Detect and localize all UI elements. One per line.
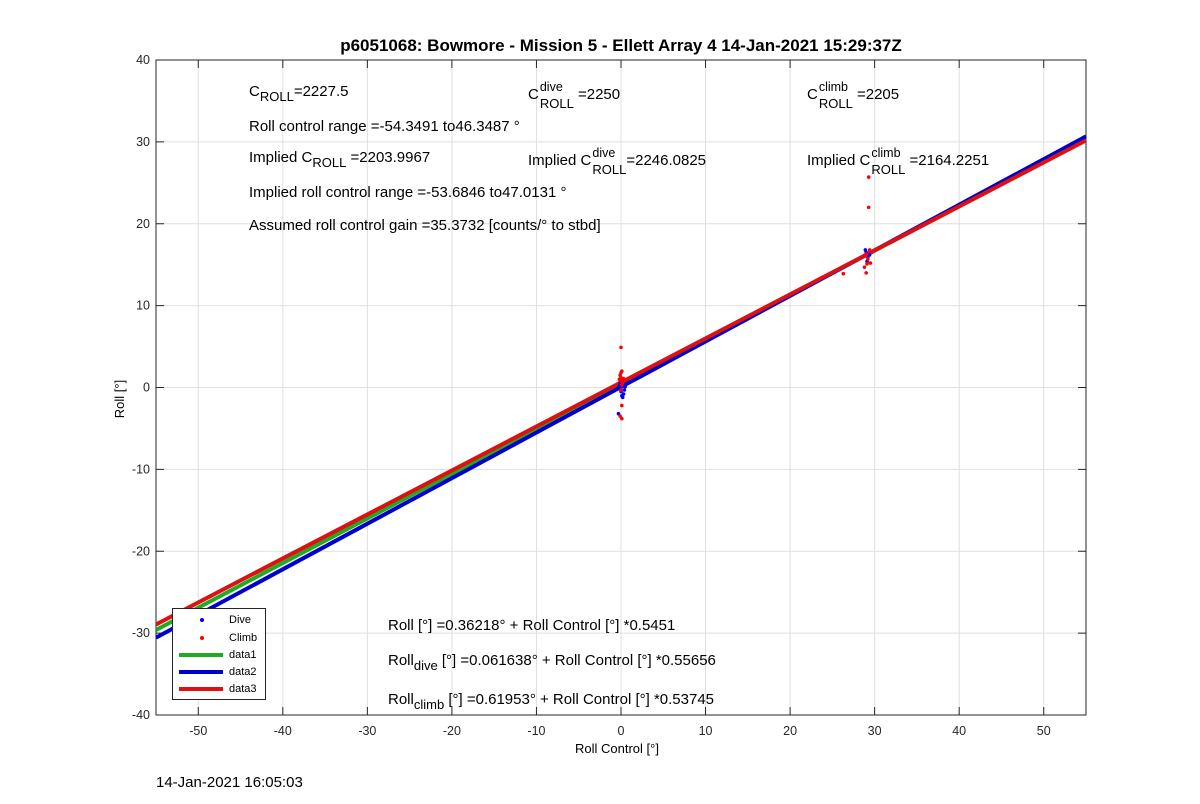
plot-series bbox=[156, 134, 1086, 640]
legend-label-climb: Climb bbox=[229, 632, 258, 644]
legend-marker-climb bbox=[200, 636, 204, 640]
x-tick-label: -40 bbox=[274, 724, 292, 738]
legend-line-data1 bbox=[179, 653, 223, 657]
point-climb bbox=[865, 262, 869, 266]
point-dive bbox=[622, 388, 627, 392]
legend-item-dive: Dive bbox=[173, 613, 265, 627]
implied-c-roll: Implied CROLL =2203.9967 bbox=[249, 149, 431, 170]
implied-roll-range: Implied roll control range =-53.6846 to4… bbox=[249, 184, 567, 201]
roll-control-gain: Assumed roll control gain =35.3732 [coun… bbox=[249, 217, 601, 234]
point-dive bbox=[621, 392, 626, 396]
fit-equation-climb: Rollclimb [°] =0.61953° + Roll Control [… bbox=[388, 691, 715, 712]
legend-item-data1: data1 bbox=[173, 648, 265, 662]
legend-item-data3: data3 bbox=[173, 682, 265, 696]
point-climb bbox=[866, 205, 871, 210]
x-tick-label: -20 bbox=[443, 724, 461, 738]
y-tick-label: 0 bbox=[143, 381, 150, 395]
legend-item-climb: Climb bbox=[173, 631, 265, 645]
point-climb bbox=[867, 248, 872, 252]
legend-label-dive: Dive bbox=[229, 614, 252, 626]
y-tick-label: -10 bbox=[132, 462, 150, 476]
x-tick-label: 30 bbox=[868, 724, 882, 738]
legend: Dive Climb data1 data2 data3 bbox=[172, 608, 266, 700]
point-climb bbox=[862, 265, 867, 269]
legend-label-data3: data3 bbox=[229, 683, 257, 695]
y-axis-label: Roll [°] bbox=[112, 379, 127, 419]
point-climb bbox=[620, 403, 624, 408]
x-tick-label: 40 bbox=[952, 724, 966, 738]
point-climb bbox=[864, 271, 868, 275]
legend-item-data2: data2 bbox=[173, 665, 265, 679]
point-climb bbox=[866, 175, 871, 179]
legend-label-data1: data1 bbox=[229, 649, 257, 661]
point-climb bbox=[617, 377, 622, 382]
fit-equation-dive: Rolldive [°] =0.061638° + Roll Control [… bbox=[388, 652, 716, 673]
c-roll-annotation: CROLL=2227.5 bbox=[249, 83, 349, 104]
x-tick-label: 10 bbox=[699, 724, 713, 738]
x-tick-label: 20 bbox=[783, 724, 797, 738]
x-tick-label: 50 bbox=[1037, 724, 1051, 738]
legend-line-data3 bbox=[179, 687, 223, 691]
point-climb bbox=[620, 416, 624, 421]
point-climb bbox=[621, 376, 626, 381]
point-climb bbox=[866, 257, 870, 261]
y-tick-label: -20 bbox=[132, 544, 150, 558]
print-timestamp: 14-Jan-2021 16:05:03 bbox=[156, 774, 303, 791]
roll-control-range: Roll control range =-54.3491 to46.3487 ° bbox=[249, 118, 520, 135]
x-tick-label: -30 bbox=[358, 724, 376, 738]
x-tick-label: -10 bbox=[527, 724, 545, 738]
fit-equation-all: Roll [°] =0.36218° + Roll Control [°] *0… bbox=[388, 617, 676, 634]
legend-label-data2: data2 bbox=[229, 666, 257, 678]
x-tick-label: 0 bbox=[618, 724, 625, 738]
point-dive bbox=[867, 253, 872, 257]
legend-line-data2 bbox=[179, 670, 223, 674]
point-climb bbox=[620, 380, 625, 385]
legend-marker-dive bbox=[200, 618, 204, 622]
chart-title: p6051068: Bowmore - Mission 5 - Ellett A… bbox=[340, 36, 902, 55]
y-tick-label: 20 bbox=[136, 217, 150, 231]
point-climb bbox=[619, 345, 623, 350]
point-climb bbox=[868, 261, 873, 265]
y-tick-label: -40 bbox=[132, 708, 150, 722]
point-climb bbox=[841, 271, 846, 276]
point-dive bbox=[863, 248, 868, 252]
point-climb bbox=[619, 388, 623, 392]
x-tick-label: -50 bbox=[189, 724, 207, 738]
point-climb bbox=[618, 373, 622, 378]
y-tick-label: 40 bbox=[136, 53, 150, 67]
point-climb bbox=[863, 253, 868, 258]
y-tick-label: -30 bbox=[132, 626, 150, 640]
x-axis-label: Roll Control [°] bbox=[575, 741, 659, 756]
point-dive bbox=[620, 395, 625, 400]
y-tick-label: 30 bbox=[136, 135, 150, 149]
point-climb bbox=[620, 369, 624, 373]
y-tick-label: 10 bbox=[136, 299, 150, 313]
